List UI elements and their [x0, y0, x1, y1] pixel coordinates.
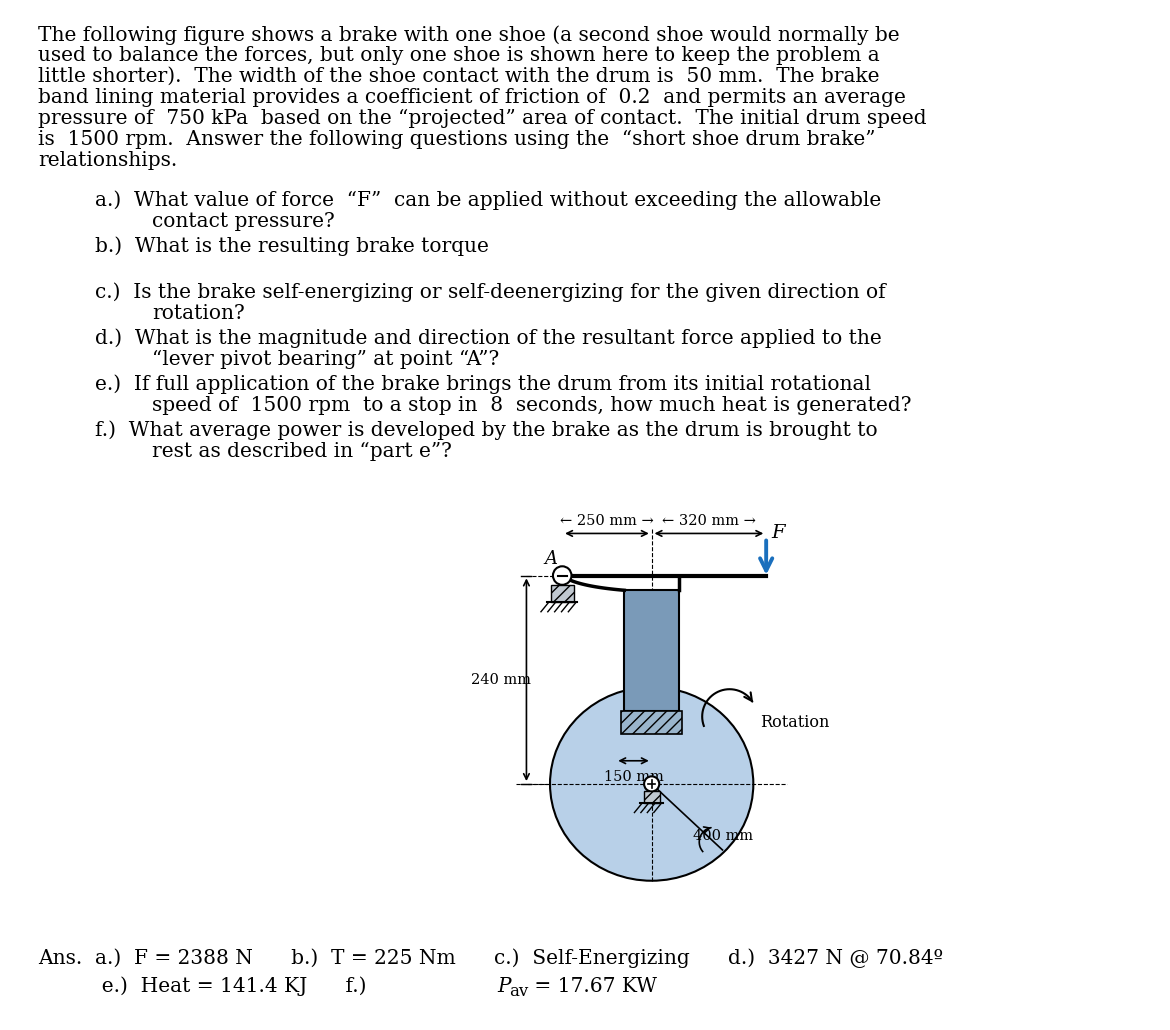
Text: b.)  What is the resulting brake torque: b.) What is the resulting brake torque	[95, 236, 489, 255]
Text: The following figure shows a brake with one shoe (a second shoe would normally b: The following figure shows a brake with …	[37, 25, 900, 44]
Text: P: P	[497, 977, 510, 996]
Text: ← 250 mm →: ← 250 mm →	[560, 514, 654, 528]
Text: 400 mm: 400 mm	[693, 829, 752, 843]
Text: A: A	[544, 550, 558, 568]
Text: speed of  1500 rpm  to a stop in  8  seconds, how much heat is generated?: speed of 1500 rpm to a stop in 8 seconds…	[152, 396, 911, 415]
Text: e.)  If full application of the brake brings the drum from its initial rotationa: e.) If full application of the brake bri…	[95, 374, 870, 393]
Bar	[621, 712, 682, 734]
Text: Rotation: Rotation	[760, 715, 830, 731]
Text: pressure of  750 kPa  based on the “projected” area of contact.  The initial dru: pressure of 750 kPa based on the “projec…	[37, 109, 927, 128]
Text: relationships.: relationships.	[37, 151, 177, 170]
Text: “lever pivot bearing” at point “A”?: “lever pivot bearing” at point “A”?	[152, 350, 500, 369]
Circle shape	[553, 566, 571, 585]
Text: f.)  What average power is developed by the brake as the drum is brought to: f.) What average power is developed by t…	[95, 420, 878, 440]
Ellipse shape	[550, 687, 753, 881]
Text: 240 mm: 240 mm	[472, 673, 531, 687]
Bar	[551, 585, 573, 603]
Text: a.)  What value of force  “F”  can be applied without exceeding the allowable: a.) What value of force “F” can be appli…	[95, 190, 881, 210]
Text: band lining material provides a coefficient of friction of  0.2  and permits an : band lining material provides a coeffici…	[37, 88, 906, 107]
Text: Ans.  a.)  F = 2388 N      b.)  T = 225 Nm      c.)  Self-Energizing      d.)  3: Ans. a.) F = 2388 N b.) T = 225 Nm c.) S…	[37, 949, 943, 968]
Text: little shorter).  The width of the shoe contact with the drum is  50 mm.  The br: little shorter). The width of the shoe c…	[37, 67, 880, 85]
Bar	[644, 791, 660, 803]
Text: c.)  Is the brake self-energizing or self-deenergizing for the given direction o: c.) Is the brake self-energizing or self…	[95, 282, 886, 302]
Text: d.)  What is the magnitude and direction of the resultant force applied to the: d.) What is the magnitude and direction …	[95, 328, 882, 348]
Text: av: av	[509, 983, 528, 1000]
Text: 150 mm: 150 mm	[604, 770, 663, 784]
Circle shape	[645, 777, 659, 791]
Text: = 17.67 KW: = 17.67 KW	[528, 977, 658, 996]
Bar	[625, 590, 679, 712]
Text: contact pressure?: contact pressure?	[152, 212, 335, 231]
Text: rest as described in “part e”?: rest as described in “part e”?	[152, 442, 452, 461]
Text: F: F	[771, 523, 785, 542]
Text: is  1500 rpm.  Answer the following questions using the  “short shoe drum brake”: is 1500 rpm. Answer the following questi…	[37, 130, 875, 149]
Text: e.)  Heat = 141.4 KJ      f.): e.) Heat = 141.4 KJ f.)	[37, 976, 379, 996]
Text: used to balance the forces, but only one shoe is shown here to keep the problem : used to balance the forces, but only one…	[37, 46, 880, 65]
Text: rotation?: rotation?	[152, 304, 245, 323]
Text: ← 320 mm →: ← 320 mm →	[662, 514, 756, 528]
